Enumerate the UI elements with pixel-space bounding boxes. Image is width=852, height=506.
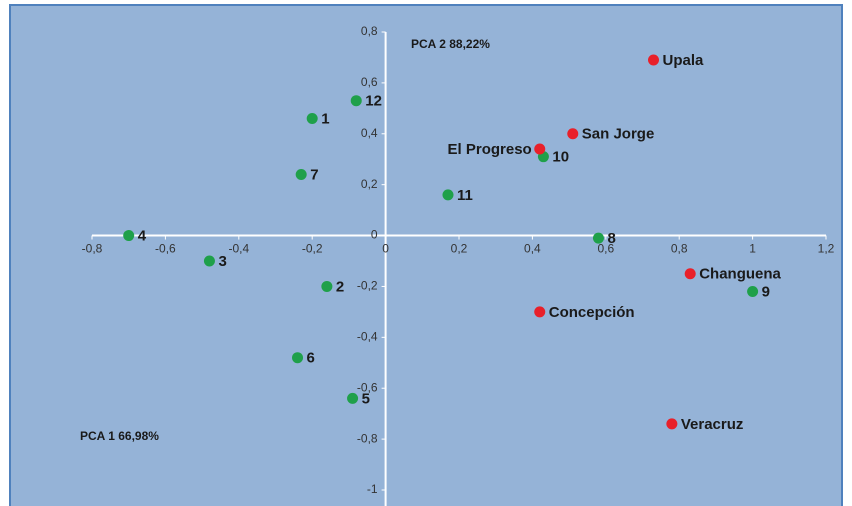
point bbox=[666, 418, 678, 430]
point-label: 9 bbox=[762, 284, 770, 301]
point-label: Veracruz bbox=[681, 416, 744, 433]
y-tick-label: 0,4 bbox=[361, 126, 378, 140]
y-tick-label: 0,6 bbox=[361, 75, 378, 89]
point bbox=[350, 95, 362, 107]
point bbox=[534, 306, 546, 318]
x-tick-label: 0,4 bbox=[524, 242, 541, 256]
point-label: 4 bbox=[138, 228, 147, 245]
y-tick-label: -0,2 bbox=[357, 279, 378, 293]
x-tick-label: -0,2 bbox=[302, 242, 323, 256]
point-label: 11 bbox=[457, 187, 473, 204]
point-label: 1 bbox=[321, 110, 329, 127]
point bbox=[321, 280, 333, 292]
y-tick-label: -0,8 bbox=[357, 431, 378, 445]
point bbox=[347, 392, 359, 404]
point-label: 12 bbox=[365, 93, 382, 110]
y-tick-label: 0 bbox=[371, 228, 378, 242]
point bbox=[592, 232, 604, 244]
point bbox=[648, 54, 660, 66]
point bbox=[442, 189, 454, 201]
point bbox=[203, 255, 215, 267]
x-tick-label: -0,8 bbox=[82, 242, 103, 256]
plot-background bbox=[9, 4, 843, 506]
point-label: 5 bbox=[362, 390, 370, 407]
point-label: Upala bbox=[663, 52, 705, 69]
point-label: 6 bbox=[307, 350, 315, 367]
point-label: Concepción bbox=[549, 304, 635, 321]
x-tick-label: 0,8 bbox=[671, 242, 688, 256]
point-label: El Progreso bbox=[448, 141, 532, 158]
point-label: Changuena bbox=[699, 266, 781, 283]
x-tick-label: 1 bbox=[749, 242, 756, 256]
y-tick-label: 0,8 bbox=[361, 24, 378, 38]
x-tick-label: -0,6 bbox=[155, 242, 176, 256]
y-tick-label: -1 bbox=[367, 482, 378, 496]
point bbox=[292, 352, 304, 364]
point-label: 7 bbox=[310, 166, 318, 183]
y-axis-annotation: PCA 2 88,22% bbox=[411, 37, 490, 51]
point bbox=[123, 230, 135, 242]
point bbox=[534, 143, 546, 155]
x-tick-label: -0,4 bbox=[228, 242, 249, 256]
point-label: 8 bbox=[607, 230, 615, 247]
point-label: San Jorge bbox=[582, 126, 655, 143]
x-axis-annotation: PCA 1 66,98% bbox=[80, 429, 159, 443]
point-label: 10 bbox=[552, 149, 569, 166]
y-tick-label: -0,4 bbox=[357, 330, 378, 344]
x-tick-label: 0,6 bbox=[597, 242, 614, 256]
y-tick-label: 0,2 bbox=[361, 177, 378, 191]
y-tick-label: -0,6 bbox=[357, 380, 378, 394]
point bbox=[684, 268, 696, 280]
point bbox=[306, 113, 318, 125]
point-label: 2 bbox=[336, 278, 344, 295]
x-tick-label: 0,2 bbox=[451, 242, 468, 256]
point-label: 3 bbox=[218, 253, 226, 270]
x-tick-label: 0 bbox=[382, 242, 389, 256]
point bbox=[295, 168, 307, 180]
point bbox=[567, 128, 579, 140]
x-tick-label: 1,2 bbox=[818, 242, 835, 256]
point bbox=[747, 286, 759, 298]
